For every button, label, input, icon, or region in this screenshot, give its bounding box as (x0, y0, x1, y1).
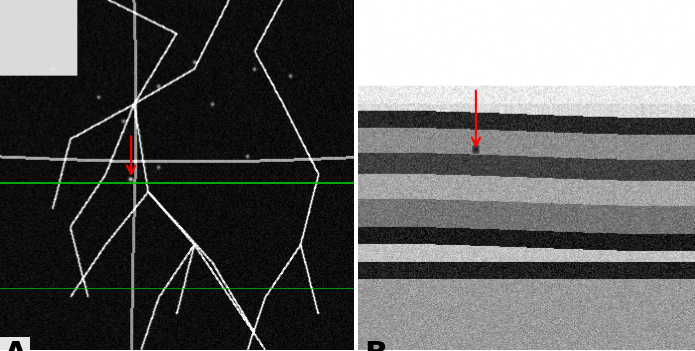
Text: B: B (365, 340, 388, 351)
Text: A: A (3, 340, 27, 351)
